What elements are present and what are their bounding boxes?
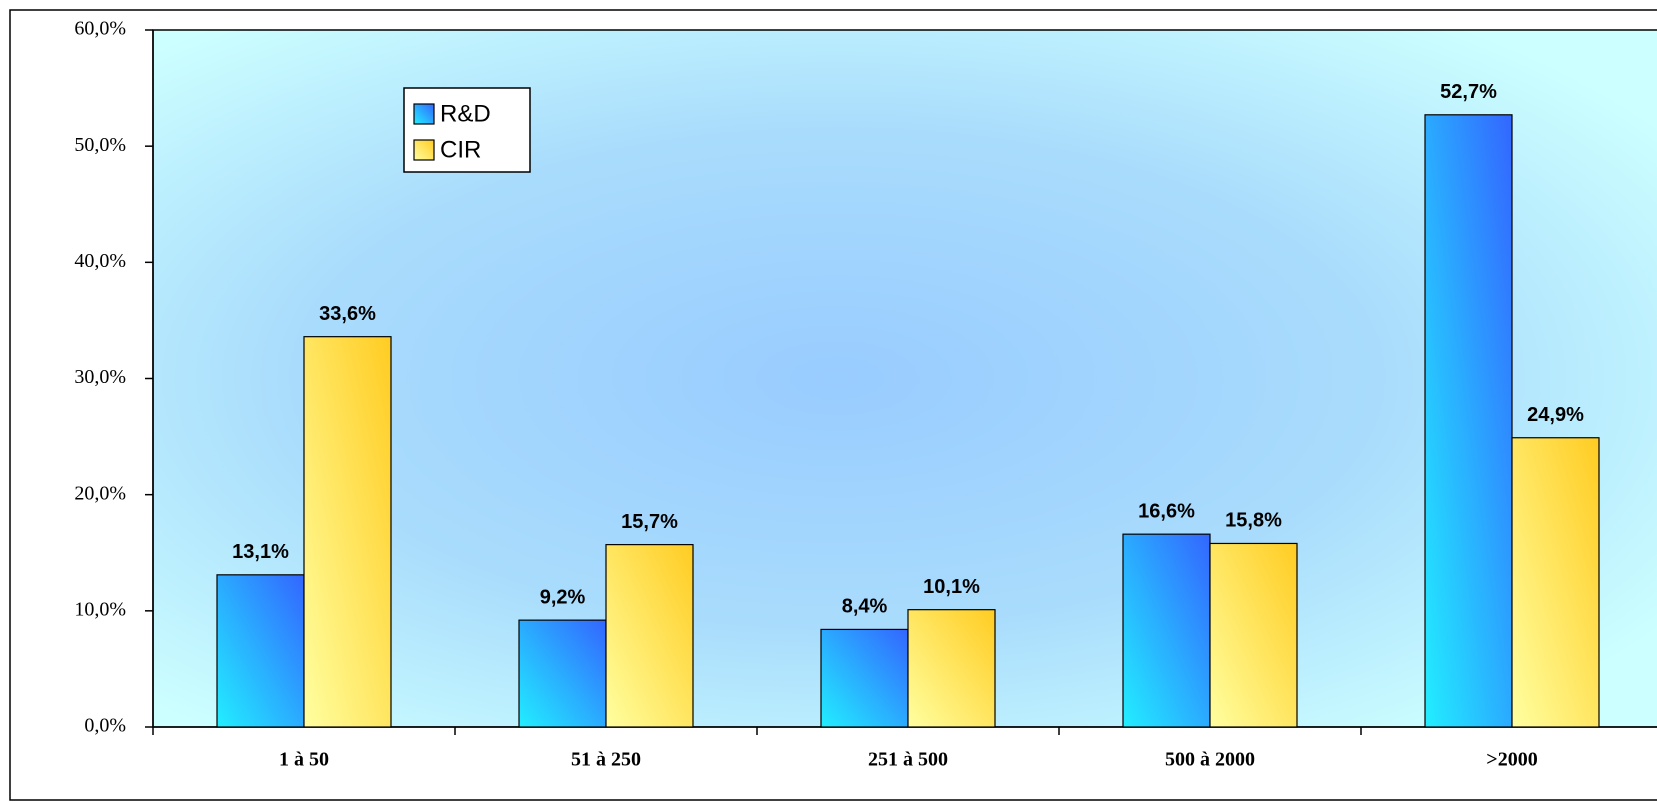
y-tick-label: 50,0%: [74, 134, 126, 156]
y-tick-label: 10,0%: [74, 598, 126, 620]
bar: [303, 336, 392, 728]
value-label: 9,2%: [540, 586, 586, 608]
x-tick-label: >2000: [1486, 749, 1537, 771]
y-tick-label: 20,0%: [74, 482, 126, 504]
value-label: 33,6%: [319, 303, 376, 325]
bar: [1424, 114, 1513, 728]
legend-swatch: [413, 139, 435, 161]
legend-label: R&D: [440, 100, 491, 127]
x-tick-label: 51 à 250: [571, 749, 641, 771]
value-label: 15,7%: [621, 511, 678, 533]
bar: [216, 574, 305, 728]
bar: [1511, 437, 1600, 728]
bar: [518, 619, 607, 728]
legend-swatch: [413, 103, 435, 125]
value-label: 8,4%: [842, 596, 888, 618]
bar: [820, 628, 909, 728]
bar: [605, 544, 694, 728]
value-label: 15,8%: [1225, 510, 1282, 532]
y-tick-label: 40,0%: [74, 250, 126, 272]
y-tick-label: 0,0%: [84, 715, 126, 737]
value-label: 52,7%: [1440, 81, 1497, 103]
value-label: 24,9%: [1527, 404, 1584, 426]
bar: [907, 609, 996, 728]
y-tick-label: 60,0%: [74, 18, 126, 40]
x-tick-label: 1 à 50: [279, 749, 329, 771]
x-tick-label: 500 à 2000: [1165, 749, 1255, 771]
value-label: 16,6%: [1138, 500, 1195, 522]
y-tick-label: 30,0%: [74, 366, 126, 388]
x-tick-label: 251 à 500: [868, 749, 948, 771]
value-label: 10,1%: [923, 576, 980, 598]
bar: [1209, 542, 1298, 728]
value-label: 13,1%: [232, 541, 289, 563]
bar: [1122, 533, 1211, 728]
legend-label: CIR: [440, 136, 481, 163]
